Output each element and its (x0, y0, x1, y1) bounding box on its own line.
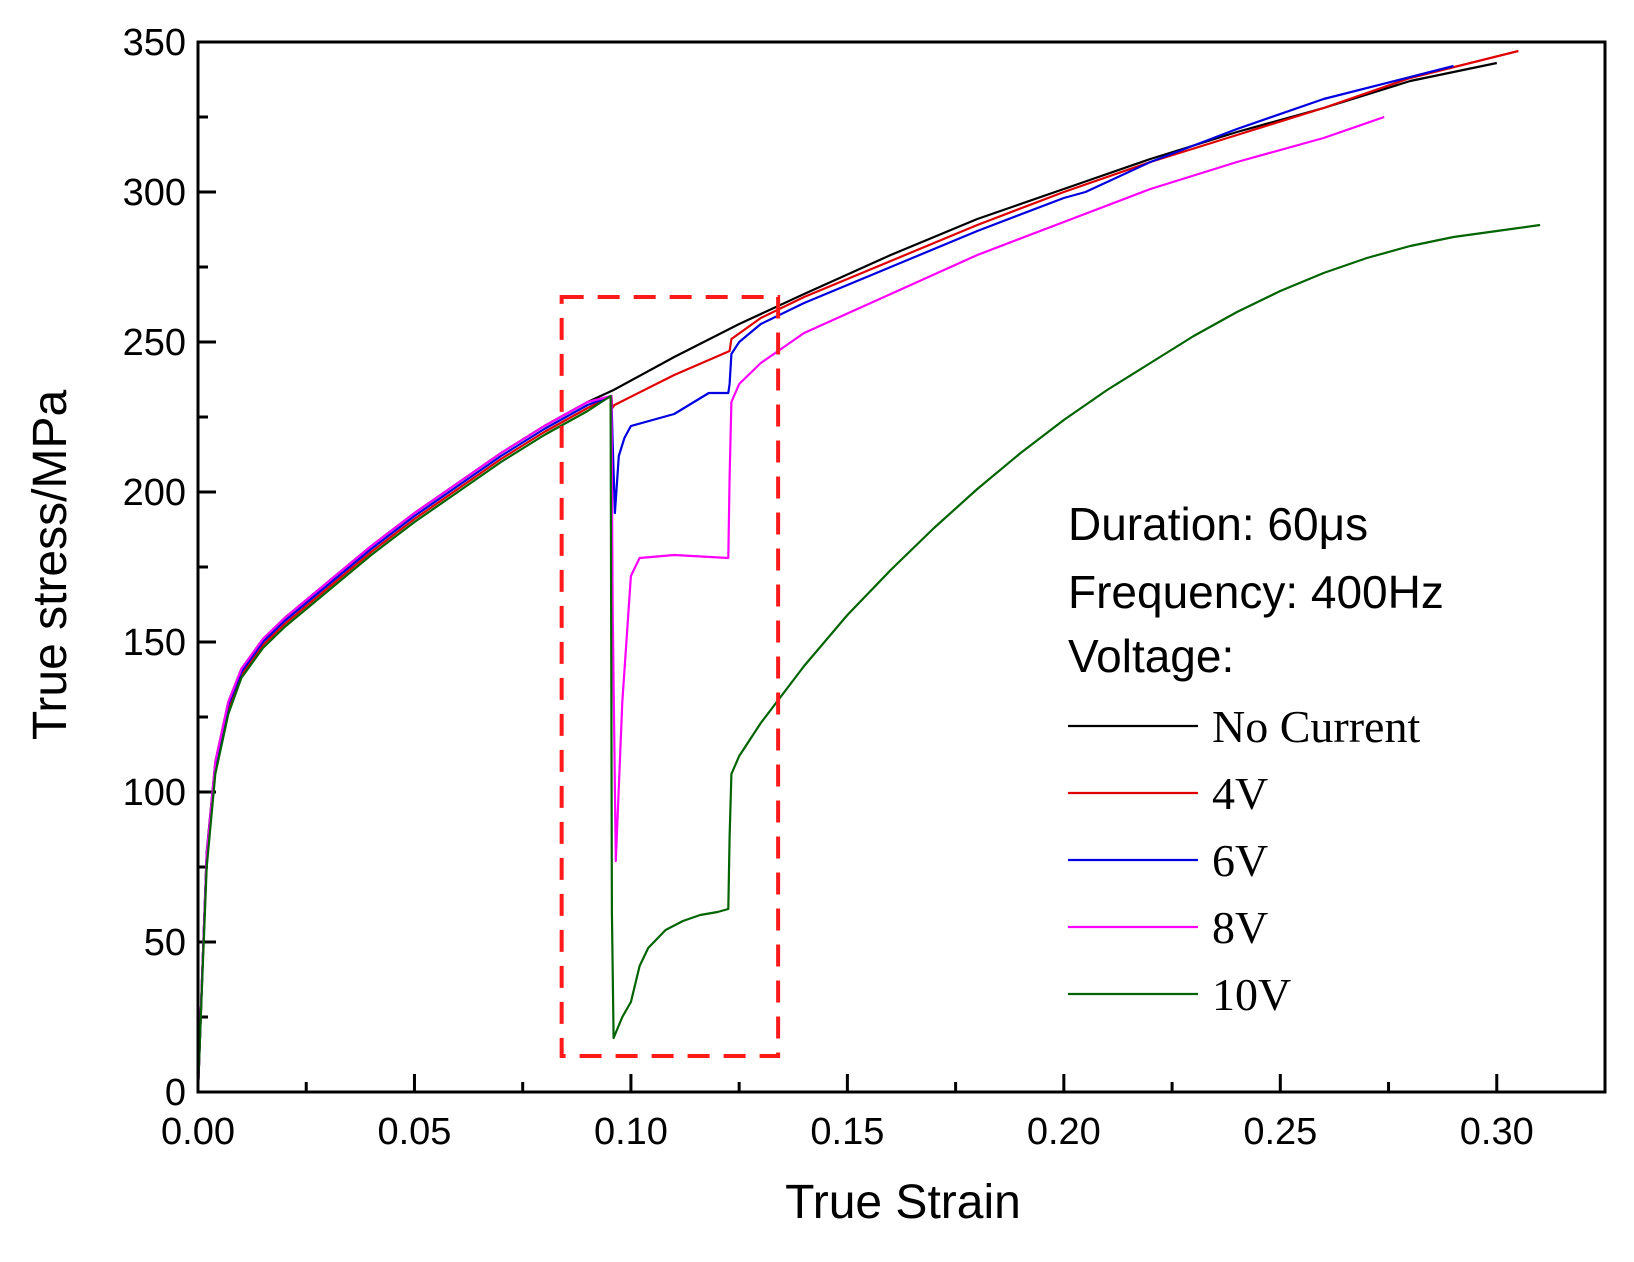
x-tick-label: 0.15 (810, 1111, 884, 1153)
x-tick-labels: 0.00 0.05 0.10 0.15 0.20 0.25 0.30 (161, 1111, 1534, 1153)
y-tick-label: 100 (123, 772, 186, 814)
x-tick-label: 0.25 (1243, 1111, 1317, 1153)
annotation-duration: Duration: 60μs (1068, 498, 1368, 550)
highlight-box (559, 295, 781, 1058)
x-tick-label: 0.10 (594, 1111, 668, 1153)
series-line-8v (196, 115, 1385, 1093)
y-axis-title: True stress/MPa (24, 390, 77, 741)
legend-label-6v: 6V (1212, 835, 1268, 886)
legend-label-no-current: No Current (1212, 701, 1420, 752)
y-tick-label: 0 (165, 1072, 186, 1114)
y-tick-label: 300 (123, 172, 186, 214)
x-tick-label: 0.30 (1460, 1111, 1534, 1153)
legend: No Current 4V 6V 8V 10V (1068, 701, 1420, 1020)
series-lines (196, 49, 1541, 1093)
legend-label-8v: 8V (1212, 902, 1268, 953)
y-tick-labels: 0 50 100 150 200 250 300 350 (123, 22, 186, 1114)
annotation-frequency: Frequency: 400Hz (1068, 566, 1444, 618)
legend-label-4v: 4V (1212, 768, 1268, 819)
y-tick-label: 200 (123, 472, 186, 514)
x-tick-label: 0.05 (377, 1111, 451, 1153)
series-line-10v (196, 223, 1541, 1093)
y-tick-label: 250 (123, 322, 186, 364)
annotation: Duration: 60μs Frequency: 400Hz Voltage: (1068, 498, 1444, 682)
legend-label-10v: 10V (1212, 969, 1291, 1020)
y-tick-label: 150 (123, 622, 186, 664)
y-tick-label: 50 (144, 922, 186, 964)
annotation-voltage: Voltage: (1068, 630, 1234, 682)
x-tick-label: 0.20 (1027, 1111, 1101, 1153)
x-tick-label: 0.00 (161, 1111, 235, 1153)
plot-frame (196, 40, 1607, 1094)
x-axis-title: True Strain (785, 1176, 1021, 1229)
series-line-6v (196, 64, 1454, 1093)
y-tick-label: 350 (123, 22, 186, 64)
